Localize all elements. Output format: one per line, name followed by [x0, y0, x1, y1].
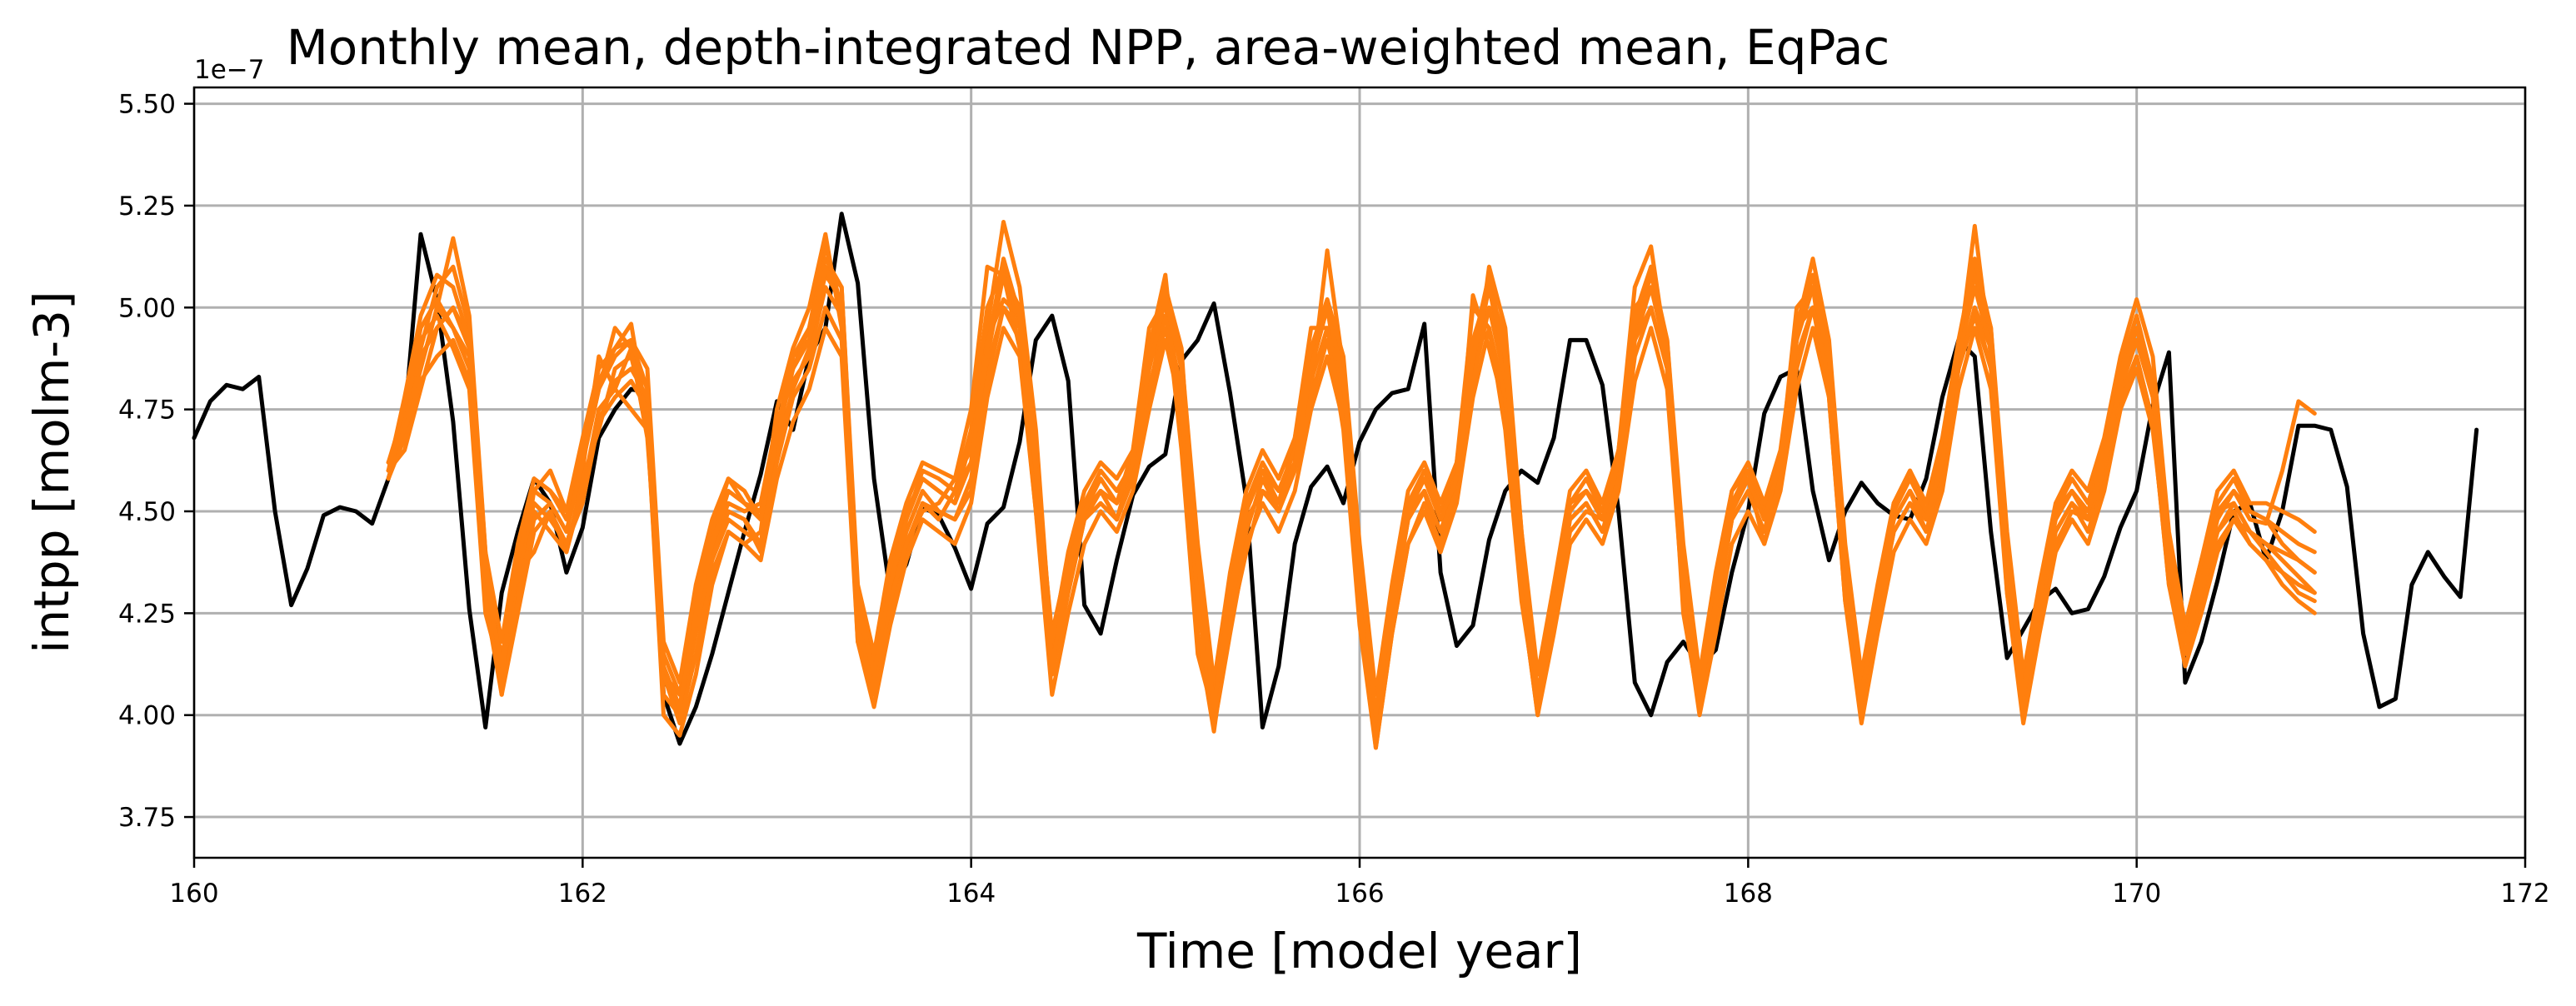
- ensemble-member-line-9: [386, 256, 2317, 718]
- x-tick-label: 168: [1724, 879, 1773, 909]
- x-tick-label: 160: [169, 879, 218, 909]
- y-tick-label: 4.25: [118, 599, 176, 629]
- y-axis-label: intpp [molm-3]: [23, 291, 80, 653]
- x-axis-ticks: 160 162 164 166 168 170 172: [169, 858, 2550, 909]
- y-axis-ticks: 3.75 4.00 4.25 4.50 4.75 5.00 5.25 5.50: [118, 90, 194, 833]
- y-axis-offset-label: 1e−7: [194, 55, 265, 85]
- observed-series-line: [192, 212, 2479, 746]
- ensemble-member-line-8: [386, 326, 2317, 750]
- x-tick-label: 172: [2500, 879, 2549, 909]
- y-tick-label: 5.00: [118, 293, 176, 323]
- y-tick-label: 4.50: [118, 497, 176, 527]
- chart-title: Monthly mean, depth-integrated NPP, area…: [287, 19, 1890, 76]
- x-tick-label: 166: [1335, 879, 1384, 909]
- x-tick-label: 170: [2112, 879, 2161, 909]
- y-tick-label: 4.00: [118, 701, 176, 731]
- x-tick-label: 162: [558, 879, 607, 909]
- y-tick-label: 5.25: [118, 192, 176, 222]
- y-tick-label: 3.75: [118, 803, 176, 833]
- y-tick-label: 5.50: [118, 90, 176, 120]
- x-tick-label: 164: [946, 879, 996, 909]
- series-layer: [192, 212, 2479, 750]
- x-axis-label: Time [model year]: [1136, 923, 1582, 979]
- y-tick-label: 4.75: [118, 396, 176, 426]
